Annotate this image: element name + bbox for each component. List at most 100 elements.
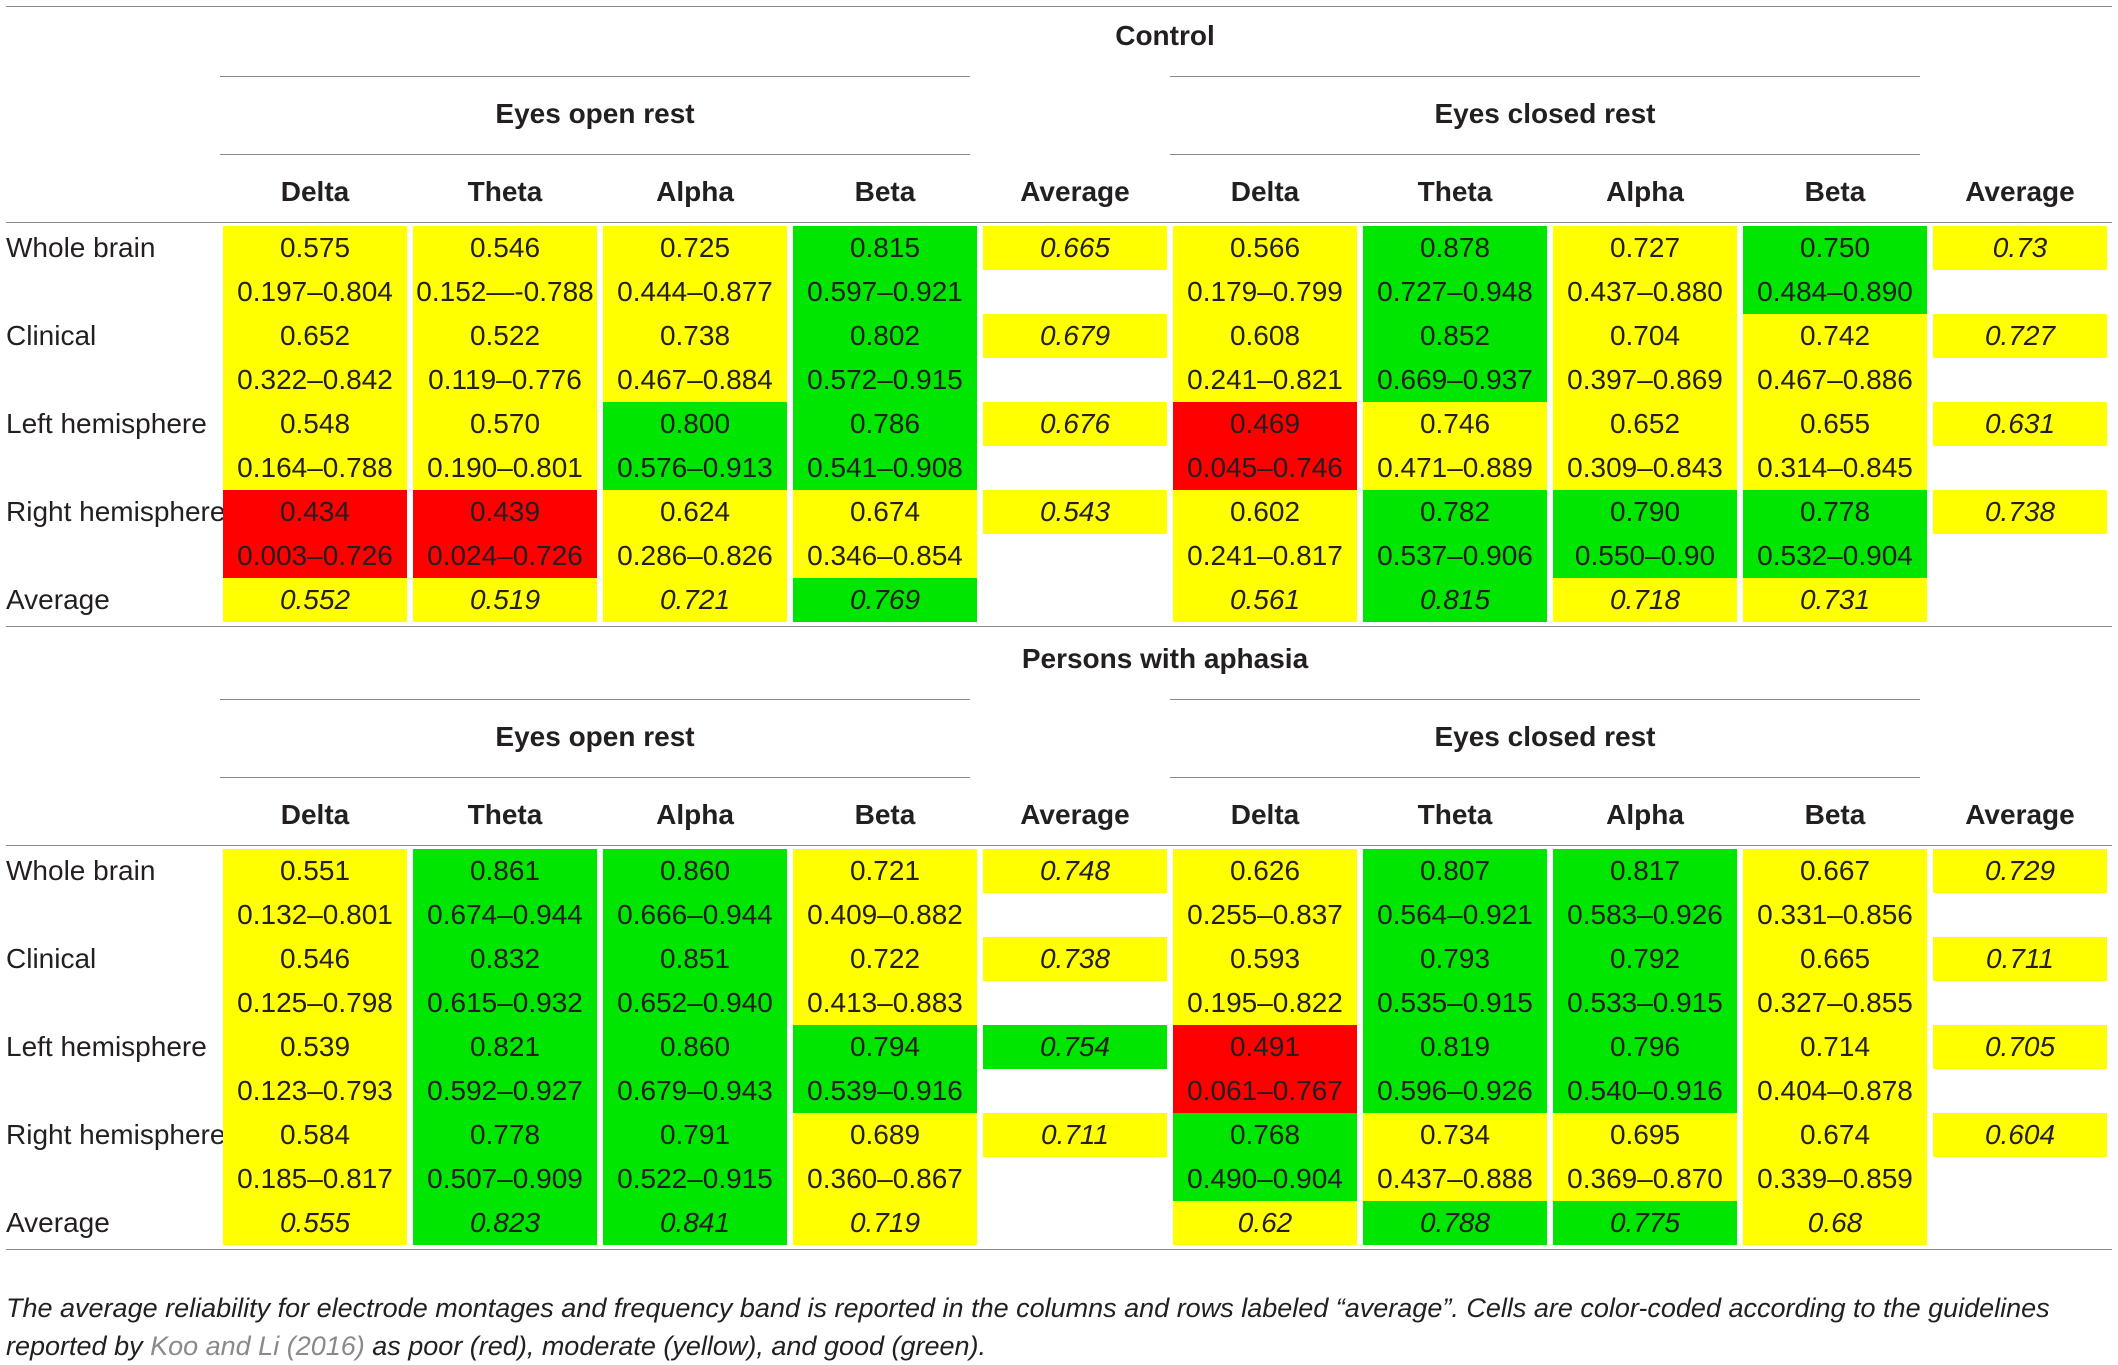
band-header: Average: [1020, 176, 1130, 207]
band-header: Theta: [1417, 176, 1493, 207]
column-average-cell: 0.721: [603, 578, 787, 622]
icc-cell-ci: 0.190–0.801: [427, 452, 583, 483]
column-average-cell: 0.719: [793, 1201, 977, 1245]
column-average-cell: 0.788: [1363, 1201, 1547, 1245]
column-average-cell-value: 0.788: [1419, 1207, 1491, 1238]
row-average-cell: 0.676: [983, 402, 1167, 446]
icc-cell-value: 0.778: [1799, 496, 1871, 527]
icc-cell-value: 0.878: [1419, 232, 1491, 263]
footnote-reference-link[interactable]: Koo and Li (2016): [150, 1331, 365, 1361]
column-average-cell-value: 0.775: [1609, 1207, 1681, 1238]
icc-cell: 0.548 0.164–0.788: [223, 402, 407, 490]
icc-cell-value: 0.652: [279, 320, 351, 351]
icc-cell-ci: 0.164–0.788: [237, 452, 393, 483]
icc-cell-value: 0.439: [469, 496, 541, 527]
row-label-average: Average: [6, 584, 110, 615]
band-header: Theta: [467, 799, 543, 830]
icc-cell-value: 0.750: [1799, 232, 1871, 263]
band-header: Beta: [854, 799, 916, 830]
icc-cell: 0.434 0.003–0.726: [223, 490, 407, 578]
row-average-cell-value: 0.679: [1039, 320, 1111, 351]
row-label: Whole brain: [6, 855, 156, 886]
row-average-cell: 0.729: [1933, 849, 2107, 893]
icc-cell-value: 0.665: [1799, 943, 1871, 974]
icc-cell-ci: 0.197–0.804: [237, 276, 393, 307]
icc-cell: 0.551 0.132–0.801: [223, 849, 407, 937]
icc-cell-value: 0.652: [1609, 408, 1681, 439]
icc-cell: 0.807 0.564–0.921: [1363, 849, 1547, 937]
icc-cell: 0.546 0.125–0.798: [223, 937, 407, 1025]
icc-cell-value: 0.791: [659, 1119, 731, 1150]
column-average-cell: 0.815: [1363, 578, 1547, 622]
icc-cell-ci: 0.132–0.801: [237, 899, 393, 930]
icc-cell: 0.786 0.541–0.908: [793, 402, 977, 490]
icc-cell-ci: 0.437–0.888: [1377, 1163, 1533, 1194]
icc-cell: 0.704 0.397–0.869: [1553, 314, 1737, 402]
icc-cell: 0.778 0.532–0.904: [1743, 490, 1927, 578]
column-average-cell-value: 0.731: [1799, 584, 1871, 615]
column-average-cell: 0.769: [793, 578, 977, 622]
header-bottom-rule: [6, 845, 2112, 846]
icc-cell-value: 0.738: [659, 320, 731, 351]
icc-cell: 0.522 0.119–0.776: [413, 314, 597, 402]
icc-cell: 0.667 0.331–0.856: [1743, 849, 1927, 937]
icc-cell: 0.778 0.507–0.909: [413, 1113, 597, 1201]
condition-rule: [220, 76, 970, 77]
icc-cell: 0.750 0.484–0.890: [1743, 226, 1927, 314]
icc-cell-value: 0.722: [849, 943, 921, 974]
icc-cell-value: 0.689: [849, 1119, 921, 1150]
row-label: Clinical: [6, 320, 97, 351]
icc-cell-value: 0.742: [1799, 320, 1871, 351]
condition-header-eyes-closed: Eyes closed rest: [1434, 98, 1656, 129]
icc-cell-value: 0.655: [1799, 408, 1871, 439]
row-average-cell-value: 0.754: [1039, 1031, 1111, 1062]
row-label: Right hemisphere: [6, 496, 226, 527]
band-header: Alpha: [1606, 176, 1684, 207]
icc-cell-ci: 0.541–0.908: [807, 452, 963, 483]
icc-cell-value: 0.790: [1609, 496, 1681, 527]
row-average-cell: 0.738: [1933, 490, 2107, 534]
icc-cell-ci: 0.314–0.845: [1757, 452, 1913, 483]
icc-cell-value: 0.674: [1799, 1119, 1871, 1150]
column-average-cell: 0.775: [1553, 1201, 1737, 1245]
group-title: Persons with aphasia: [1021, 643, 1309, 674]
icc-cell-value: 0.695: [1609, 1119, 1681, 1150]
icc-cell-value: 0.593: [1229, 943, 1301, 974]
condition-header-eyes-open: Eyes open rest: [495, 98, 695, 129]
icc-cell-value: 0.860: [659, 1031, 731, 1062]
icc-cell: 0.768 0.490–0.904: [1173, 1113, 1357, 1201]
icc-cell-ci: 0.360–0.867: [807, 1163, 963, 1194]
icc-cell-ci: 0.255–0.837: [1187, 899, 1343, 930]
band-header: Theta: [467, 176, 543, 207]
icc-cell-ci: 0.119–0.776: [428, 364, 582, 395]
row-average-cell: 0.665: [983, 226, 1167, 270]
icc-cell: 0.546 0.152—-0.788: [413, 226, 597, 314]
column-average-cell: 0.555: [223, 1201, 407, 1245]
row-average-cell: 0.631: [1933, 402, 2107, 446]
row-average-cell: 0.705: [1933, 1025, 2107, 1069]
column-average-cell-value: 0.721: [659, 584, 731, 615]
row-label: Right hemisphere: [6, 1119, 226, 1150]
row-average-cell-value: 0.738: [1984, 496, 2056, 527]
icc-cell: 0.791 0.522–0.915: [603, 1113, 787, 1201]
icc-cell-value: 0.546: [279, 943, 351, 974]
icc-cell-ci: 0.061–0.767: [1187, 1075, 1343, 1106]
icc-cell-value: 0.626: [1229, 855, 1301, 886]
icc-cell-value: 0.792: [1609, 943, 1681, 974]
band-header: Delta: [280, 176, 350, 207]
column-average-cell-value: 0.555: [279, 1207, 351, 1238]
icc-cell: 0.570 0.190–0.801: [413, 402, 597, 490]
icc-cell: 0.738 0.467–0.884: [603, 314, 787, 402]
icc-cell: 0.695 0.369–0.870: [1553, 1113, 1737, 1201]
band-header: Delta: [1230, 176, 1300, 207]
icc-cell-ci: 0.564–0.921: [1377, 899, 1533, 930]
row-average-cell-value: 0.631: [1984, 408, 2056, 439]
row-average-cell: 0.604: [1933, 1113, 2107, 1157]
column-average-cell: 0.62: [1173, 1201, 1357, 1245]
icc-cell-value: 0.746: [1419, 408, 1491, 439]
icc-cell-value: 0.575: [279, 232, 351, 263]
icc-cell: 0.746 0.471–0.889: [1363, 402, 1547, 490]
icc-cell: 0.852 0.669–0.937: [1363, 314, 1547, 402]
icc-cell-ci: 0.583–0.926: [1567, 899, 1723, 930]
icc-cell-value: 0.794: [849, 1031, 921, 1062]
